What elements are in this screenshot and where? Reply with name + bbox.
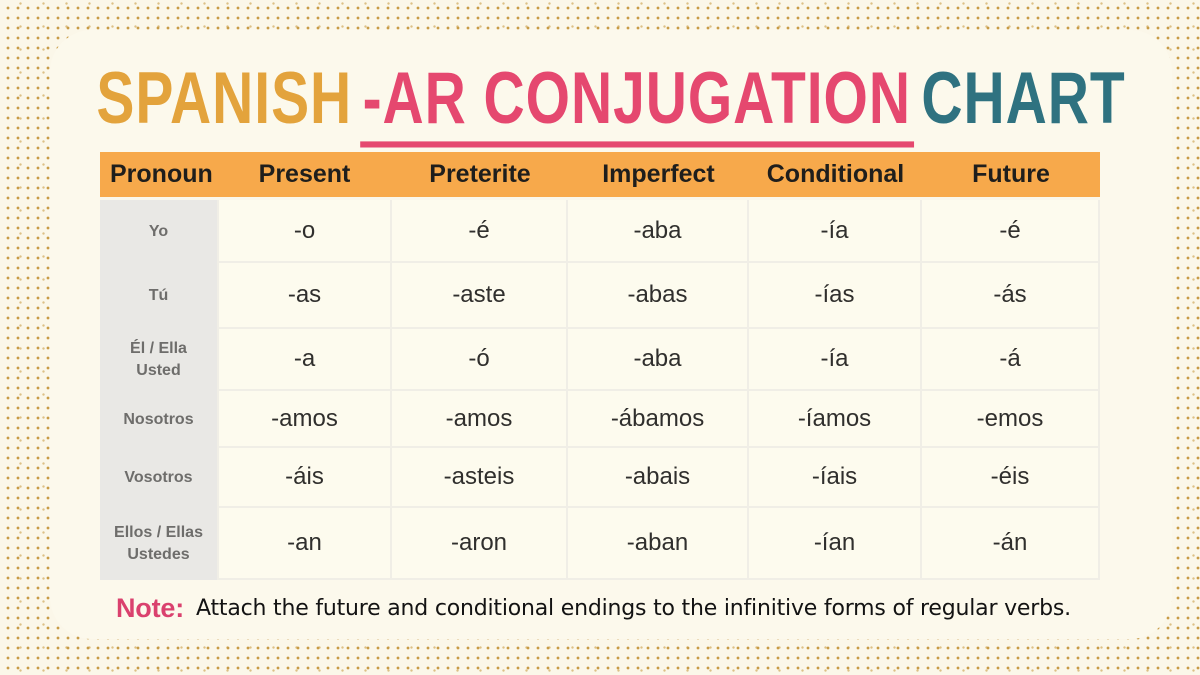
ending-cell: -é (922, 200, 1100, 263)
pronoun-label: Nosotros (123, 410, 194, 428)
note-label: Note: (116, 593, 184, 623)
pronoun-label: Ellos / Ellas (114, 524, 203, 542)
pronoun-label-line2: Ustedes (127, 546, 190, 563)
pronoun-cell-ellos-ellas-ustedes: Ellos / Ellas Ustedes (100, 508, 217, 580)
pronoun-cell-vosotros: Vosotros (100, 448, 217, 508)
pronoun-label: Yo (148, 222, 169, 240)
ending-cell: -án (922, 508, 1100, 580)
ending-cell: -ó (392, 329, 568, 391)
footnote: Note: Attach the future and conditional e… (116, 593, 1071, 624)
ending-cell: -é (392, 200, 568, 263)
ending-cell: -a (217, 329, 392, 391)
pronoun-label: Él / Ella (130, 340, 187, 358)
ending-cell: -an (217, 508, 392, 580)
ending-cell: -amos (392, 391, 568, 448)
ending-cell: -éis (922, 448, 1100, 508)
ending-cell: -abais (568, 448, 749, 508)
content-panel: SPANISH -AR CONJUGATION CHART Pronoun Pres… (50, 30, 1172, 639)
ending-cell: -aron (392, 508, 568, 580)
ending-cell: -aban (568, 508, 749, 580)
ending-cell: -ía (749, 200, 922, 263)
title-spanish: SPANISH (96, 57, 353, 139)
ending-cell: -aba (568, 329, 749, 391)
ending-cell: -áis (217, 448, 392, 508)
ending-cell: -aste (392, 263, 568, 329)
title-chart: CHART (921, 57, 1126, 139)
ending-cell: -as (217, 263, 392, 329)
ending-cell: -aba (568, 200, 749, 263)
header-cell-present: Present (217, 152, 392, 200)
header-cell-pronoun: Pronoun (100, 152, 217, 200)
ending-cell: -ías (749, 263, 922, 329)
ending-cell: -íamos (749, 391, 922, 448)
header-cell-imperfect: Imperfect (568, 152, 749, 200)
pronoun-label: Tú (148, 287, 169, 305)
ending-cell: -o (217, 200, 392, 263)
header-cell-future: Future (922, 152, 1100, 200)
ending-cell: -ábamos (568, 391, 749, 448)
pronoun-cell-el-ella-usted: Él / Ella Usted (100, 329, 217, 391)
pronoun-cell-nosotros: Nosotros (100, 391, 217, 448)
ending-cell: -íais (749, 448, 922, 508)
pronoun-cell-tu: Tú (100, 263, 217, 329)
ending-cell: -á (922, 329, 1100, 391)
ending-cell: -abas (568, 263, 749, 329)
pronoun-label-line2: Usted (136, 362, 181, 379)
title-ar-conjugation: -AR CONJUGATION (359, 61, 914, 148)
note-text: Attach the future and conditional ending… (196, 596, 1071, 621)
pronoun-cell-yo: Yo (100, 200, 217, 263)
ending-cell: -ía (749, 329, 922, 391)
ending-cell: -ían (749, 508, 922, 580)
ending-cell: -emos (922, 391, 1100, 448)
ending-cell: -ás (922, 263, 1100, 329)
header-cell-conditional: Conditional (749, 152, 922, 200)
ending-cell: -asteis (392, 448, 568, 508)
conjugation-table: Pronoun Present Preterite Imperfect Cond… (100, 152, 1100, 580)
page-title: SPANISH -AR CONJUGATION CHART (78, 56, 1144, 148)
pronoun-label: Vosotros (124, 469, 193, 487)
header-cell-preterite: Preterite (392, 152, 568, 200)
ending-cell: -amos (217, 391, 392, 448)
